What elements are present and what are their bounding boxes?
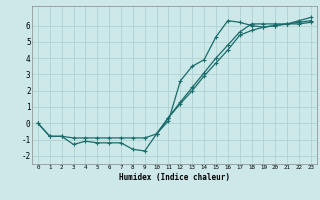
X-axis label: Humidex (Indice chaleur): Humidex (Indice chaleur) — [119, 173, 230, 182]
